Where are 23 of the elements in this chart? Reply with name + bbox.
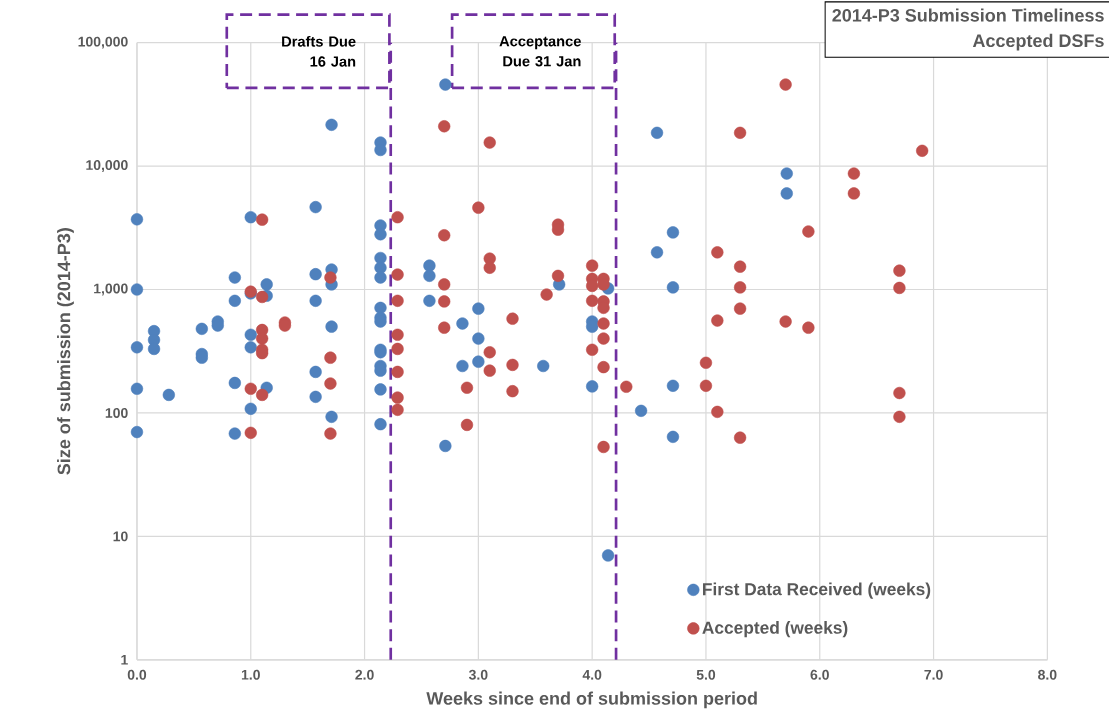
legend-label: Accepted (weeks) bbox=[702, 620, 848, 638]
legend-label: First Data Received (weeks) bbox=[703, 582, 931, 599]
y-tick-label: 10,000 bbox=[86, 159, 128, 172]
y-axis-title: Size of submission (2014-P3) bbox=[57, 227, 74, 475]
chart-subtitle: Accepted DSFs bbox=[972, 33, 1104, 51]
y-tick-label: 100,000 bbox=[78, 36, 128, 49]
x-tick-label: 7.0 bbox=[924, 669, 943, 680]
y-tick-label: 10 bbox=[113, 531, 128, 542]
chart-title: 2014-P3 Submission Timeliness bbox=[832, 8, 1104, 22]
x-tick-label: 4.0 bbox=[582, 669, 602, 680]
x-tick-label: 1.0 bbox=[241, 669, 260, 680]
x-tick-label: 2.0 bbox=[355, 669, 374, 680]
x-tick-label: 5.0 bbox=[696, 669, 716, 680]
x-tick-label: 8.0 bbox=[1038, 669, 1057, 680]
x-tick-label: 3.0 bbox=[468, 669, 488, 680]
ref-line-label: Drafts Due 16 Jan bbox=[282, 35, 356, 67]
y-tick-label: 1 bbox=[121, 654, 128, 665]
x-tick-label: 0.0 bbox=[127, 669, 147, 680]
ref-line-label: Acceptance Due 31 Jan bbox=[499, 35, 581, 67]
y-tick-label: 100 bbox=[105, 407, 128, 418]
y-tick-label: 1,000 bbox=[94, 283, 128, 296]
x-axis-title: Weeks since end of submission period bbox=[426, 691, 757, 709]
x-tick-label: 6.0 bbox=[810, 669, 829, 680]
